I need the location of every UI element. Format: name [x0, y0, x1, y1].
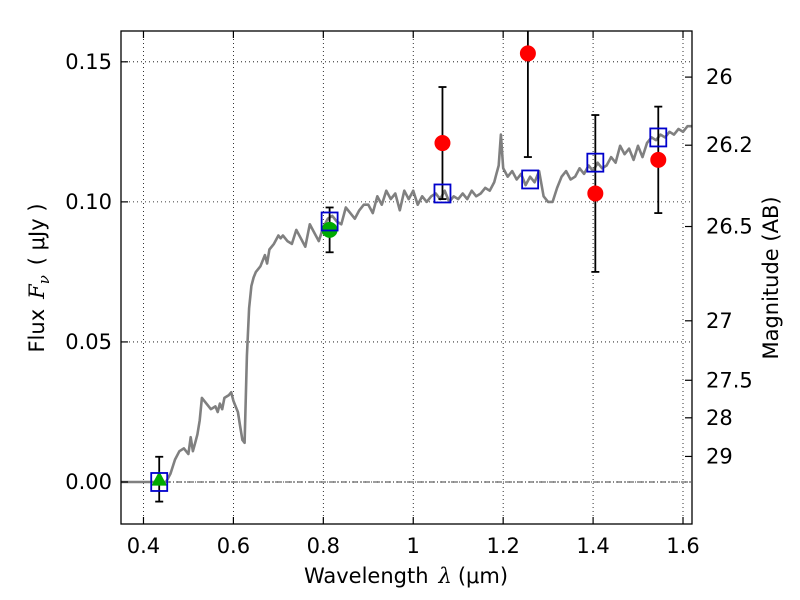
spectrum-layer: [121, 124, 692, 484]
obs-point-F125W: [519, 45, 536, 62]
obs-point-F140W: [587, 185, 604, 202]
model-spectrum-line: [121, 124, 692, 484]
y-tick-label: 0.05: [65, 330, 112, 354]
x-tick-label: 0.6: [217, 534, 250, 558]
model-phot-square: [521, 169, 540, 190]
model-photometry-layer: [150, 127, 668, 492]
y2-axis-label: Magnitude (AB): [759, 196, 783, 359]
model-phot-square: [586, 152, 605, 173]
model-phot-square: [433, 183, 452, 204]
tick-layer: 0.4 0.6 0.8 1 1.2 1.4 1.6 0.00 0.05 0.10 0.15 26 26.…: [65, 31, 753, 558]
x-tick-label: 1.2: [486, 534, 519, 558]
y-tick-label: 0.00: [65, 470, 112, 494]
mag-tick-label: 26.2: [706, 133, 753, 157]
x-tick-label: 1: [407, 534, 420, 558]
x-tick-label: 1.6: [666, 534, 699, 558]
obs-point-F105W: [434, 135, 451, 152]
mag-tick-label: 29: [706, 444, 733, 468]
errorbar-layer: [155, 31, 663, 503]
mag-tick-label: 27.5: [706, 368, 753, 392]
y-axis-label: FluxFν( μJy ): [25, 203, 53, 352]
x-tick-label: 0.8: [307, 534, 340, 558]
obs-point-F160W: [650, 151, 667, 168]
y-tick-label: 0.10: [65, 190, 112, 214]
model-phot-square: [649, 127, 668, 148]
observation-layer: [151, 45, 667, 486]
mag-tick-label: 28: [706, 406, 733, 430]
mag-tick-label: 26: [706, 65, 733, 89]
plot-frame: [120, 30, 693, 525]
x-tick-label: 0.4: [127, 534, 160, 558]
mag-tick-label: 27: [706, 309, 733, 333]
x-axis-label: Wavelength λ (μm): [304, 564, 508, 588]
model-phot-square: [320, 211, 339, 232]
obs-point-F435W: [151, 471, 168, 486]
grid-lines: [121, 31, 692, 524]
mag-tick-label: 26.5: [706, 215, 753, 239]
x-tick-label: 1.4: [576, 534, 609, 558]
y-tick-label: 0.15: [65, 50, 112, 74]
model-phot-square: [150, 472, 169, 492]
